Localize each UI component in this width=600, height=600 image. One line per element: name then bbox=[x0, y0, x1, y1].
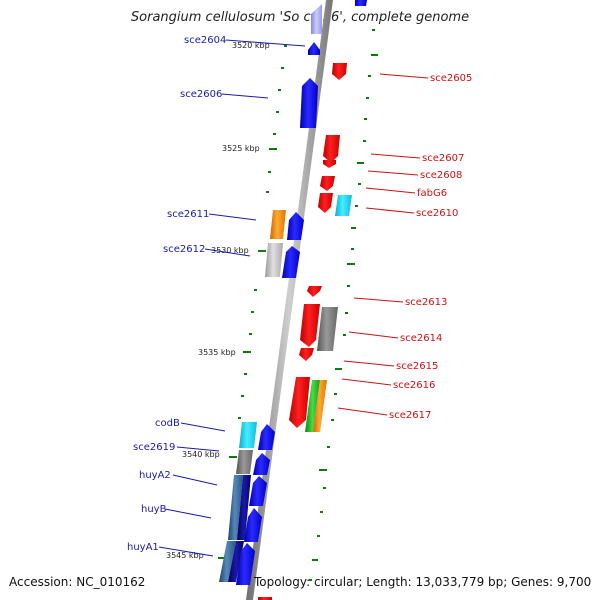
gene-track-forward bbox=[219, 4, 322, 585]
gene-label-huyA1[interactable]: huyA1 bbox=[127, 542, 159, 553]
gene-arrow[interactable] bbox=[317, 307, 338, 351]
gene-label-sce2615[interactable]: sce2615 bbox=[396, 361, 438, 372]
gene-arrow[interactable] bbox=[228, 541, 244, 582]
gene-label-sce2608[interactable]: sce2608 bbox=[420, 170, 462, 181]
gene-track-reverse bbox=[258, 0, 367, 600]
gene-arrow[interactable] bbox=[237, 475, 251, 540]
gene-arrow[interactable] bbox=[253, 453, 270, 475]
left-leader-lines bbox=[158, 39, 306, 557]
gene-arrow[interactable] bbox=[270, 210, 286, 239]
gene-arrow[interactable] bbox=[244, 508, 262, 542]
gene-arrow[interactable] bbox=[323, 135, 340, 163]
genome-backbone bbox=[246, 0, 333, 600]
gene-label-sce2613[interactable]: sce2613 bbox=[405, 297, 447, 308]
gene-label-sce2614[interactable]: sce2614 bbox=[400, 333, 442, 344]
gene-arrow[interactable] bbox=[335, 195, 352, 216]
gene-arrow[interactable] bbox=[313, 380, 327, 432]
gene-arrow[interactable] bbox=[318, 193, 333, 213]
gene-arrow[interactable] bbox=[287, 212, 304, 240]
right-tick-track bbox=[309, 29, 378, 581]
left-gene-labels: sce2604 sce2606 sce2611 sce2612 codB sce… bbox=[127, 35, 226, 553]
right-leader-lines bbox=[337, 73, 429, 416]
position-label: 3520 kbp bbox=[232, 41, 270, 50]
gene-arrow[interactable] bbox=[300, 304, 320, 347]
accession-text: Accession: NC_010162 bbox=[9, 575, 146, 589]
gene-arrow[interactable] bbox=[332, 63, 347, 80]
gene-label-huyB[interactable]: huyB bbox=[141, 504, 167, 515]
gene-label-sce2616[interactable]: sce2616 bbox=[393, 380, 435, 391]
gene-label-sce2606[interactable]: sce2606 bbox=[180, 89, 222, 100]
position-label: 3530 kbp bbox=[211, 246, 249, 255]
gene-arrow[interactable] bbox=[320, 176, 335, 191]
gene-label-sce2617[interactable]: sce2617 bbox=[389, 410, 431, 421]
gene-arrow[interactable] bbox=[219, 541, 236, 582]
gene-arrow[interactable] bbox=[307, 286, 322, 297]
gene-arrow[interactable] bbox=[355, 0, 367, 6]
left-tick-track bbox=[218, 45, 287, 559]
position-labels: 3520 kbp 3525 kbp 3530 kbp 3535 kbp 3540… bbox=[166, 41, 270, 560]
position-label: 3540 kbp bbox=[182, 450, 220, 459]
gene-arrow[interactable] bbox=[239, 422, 257, 448]
gene-arrow[interactable] bbox=[258, 424, 275, 450]
right-gene-labels: sce2605 sce2607 sce2608 fabG6 sce2610 sc… bbox=[389, 73, 472, 421]
gene-label-sce2611[interactable]: sce2611 bbox=[167, 209, 209, 220]
position-label: 3535 kbp bbox=[198, 348, 236, 357]
gene-label-sce2612[interactable]: sce2612 bbox=[163, 244, 205, 255]
gene-label-sce2607[interactable]: sce2607 bbox=[422, 153, 464, 164]
gene-arrow[interactable] bbox=[305, 380, 320, 432]
position-label: 3525 kbp bbox=[222, 144, 260, 153]
gene-arrow[interactable] bbox=[311, 4, 322, 34]
gene-arrow[interactable] bbox=[323, 160, 336, 168]
gene-arrow[interactable] bbox=[236, 543, 255, 585]
gene-arrow[interactable] bbox=[289, 377, 310, 428]
gene-label-sce2610[interactable]: sce2610 bbox=[416, 208, 458, 219]
gene-label-fabG6[interactable]: fabG6 bbox=[417, 188, 447, 199]
gene-arrow[interactable] bbox=[299, 348, 314, 361]
gene-arrow[interactable] bbox=[308, 42, 320, 55]
gene-arrow[interactable] bbox=[282, 246, 300, 278]
gene-label-codB[interactable]: codB bbox=[155, 418, 180, 429]
gene-label-sce2604[interactable]: sce2604 bbox=[184, 35, 226, 46]
gene-arrow[interactable] bbox=[265, 243, 283, 277]
gene-arrow[interactable] bbox=[236, 450, 253, 474]
gene-label-sce2605[interactable]: sce2605 bbox=[430, 73, 472, 84]
position-label: 3545 kbp bbox=[166, 551, 204, 560]
gene-arrow[interactable] bbox=[300, 78, 318, 128]
gene-arrow[interactable] bbox=[249, 476, 267, 506]
gene-label-huyA2[interactable]: huyA2 bbox=[139, 470, 171, 481]
topology-text: Topology: circular; Length: 13,033,779 b… bbox=[254, 575, 592, 589]
gene-label-sce2619[interactable]: sce2619 bbox=[133, 442, 175, 453]
gene-arrow[interactable] bbox=[258, 597, 272, 600]
genome-title: Sorangium cellulosum 'So ce 56', complet… bbox=[130, 10, 470, 25]
gene-arrow[interactable] bbox=[228, 475, 243, 540]
